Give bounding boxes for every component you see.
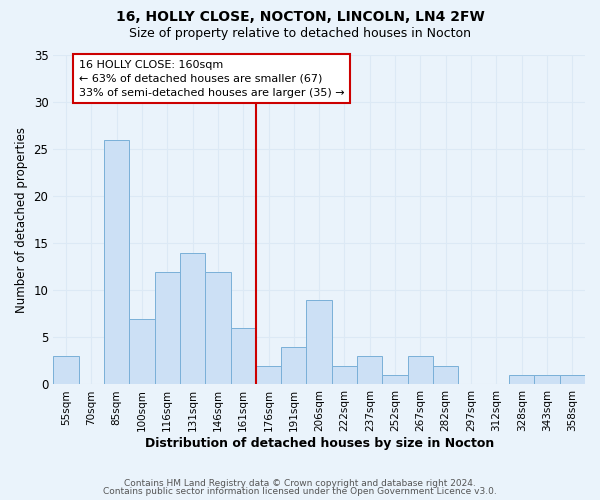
- Text: Size of property relative to detached houses in Nocton: Size of property relative to detached ho…: [129, 28, 471, 40]
- Bar: [535, 375, 560, 384]
- Bar: [382, 375, 408, 384]
- Bar: [53, 356, 79, 384]
- Bar: [281, 347, 307, 385]
- Text: Contains HM Land Registry data © Crown copyright and database right 2024.: Contains HM Land Registry data © Crown c…: [124, 478, 476, 488]
- Bar: [357, 356, 382, 384]
- X-axis label: Distribution of detached houses by size in Nocton: Distribution of detached houses by size …: [145, 437, 494, 450]
- Text: Contains public sector information licensed under the Open Government Licence v3: Contains public sector information licen…: [103, 487, 497, 496]
- Bar: [256, 366, 281, 384]
- Bar: [129, 318, 155, 384]
- Bar: [332, 366, 357, 384]
- Bar: [104, 140, 129, 384]
- Text: 16, HOLLY CLOSE, NOCTON, LINCOLN, LN4 2FW: 16, HOLLY CLOSE, NOCTON, LINCOLN, LN4 2F…: [116, 10, 484, 24]
- Bar: [205, 272, 230, 384]
- Bar: [180, 252, 205, 384]
- Bar: [408, 356, 433, 384]
- Bar: [509, 375, 535, 384]
- Y-axis label: Number of detached properties: Number of detached properties: [15, 126, 28, 312]
- Bar: [307, 300, 332, 384]
- Bar: [155, 272, 180, 384]
- Text: 16 HOLLY CLOSE: 160sqm
← 63% of detached houses are smaller (67)
33% of semi-det: 16 HOLLY CLOSE: 160sqm ← 63% of detached…: [79, 60, 344, 98]
- Bar: [433, 366, 458, 384]
- Bar: [560, 375, 585, 384]
- Bar: [230, 328, 256, 384]
